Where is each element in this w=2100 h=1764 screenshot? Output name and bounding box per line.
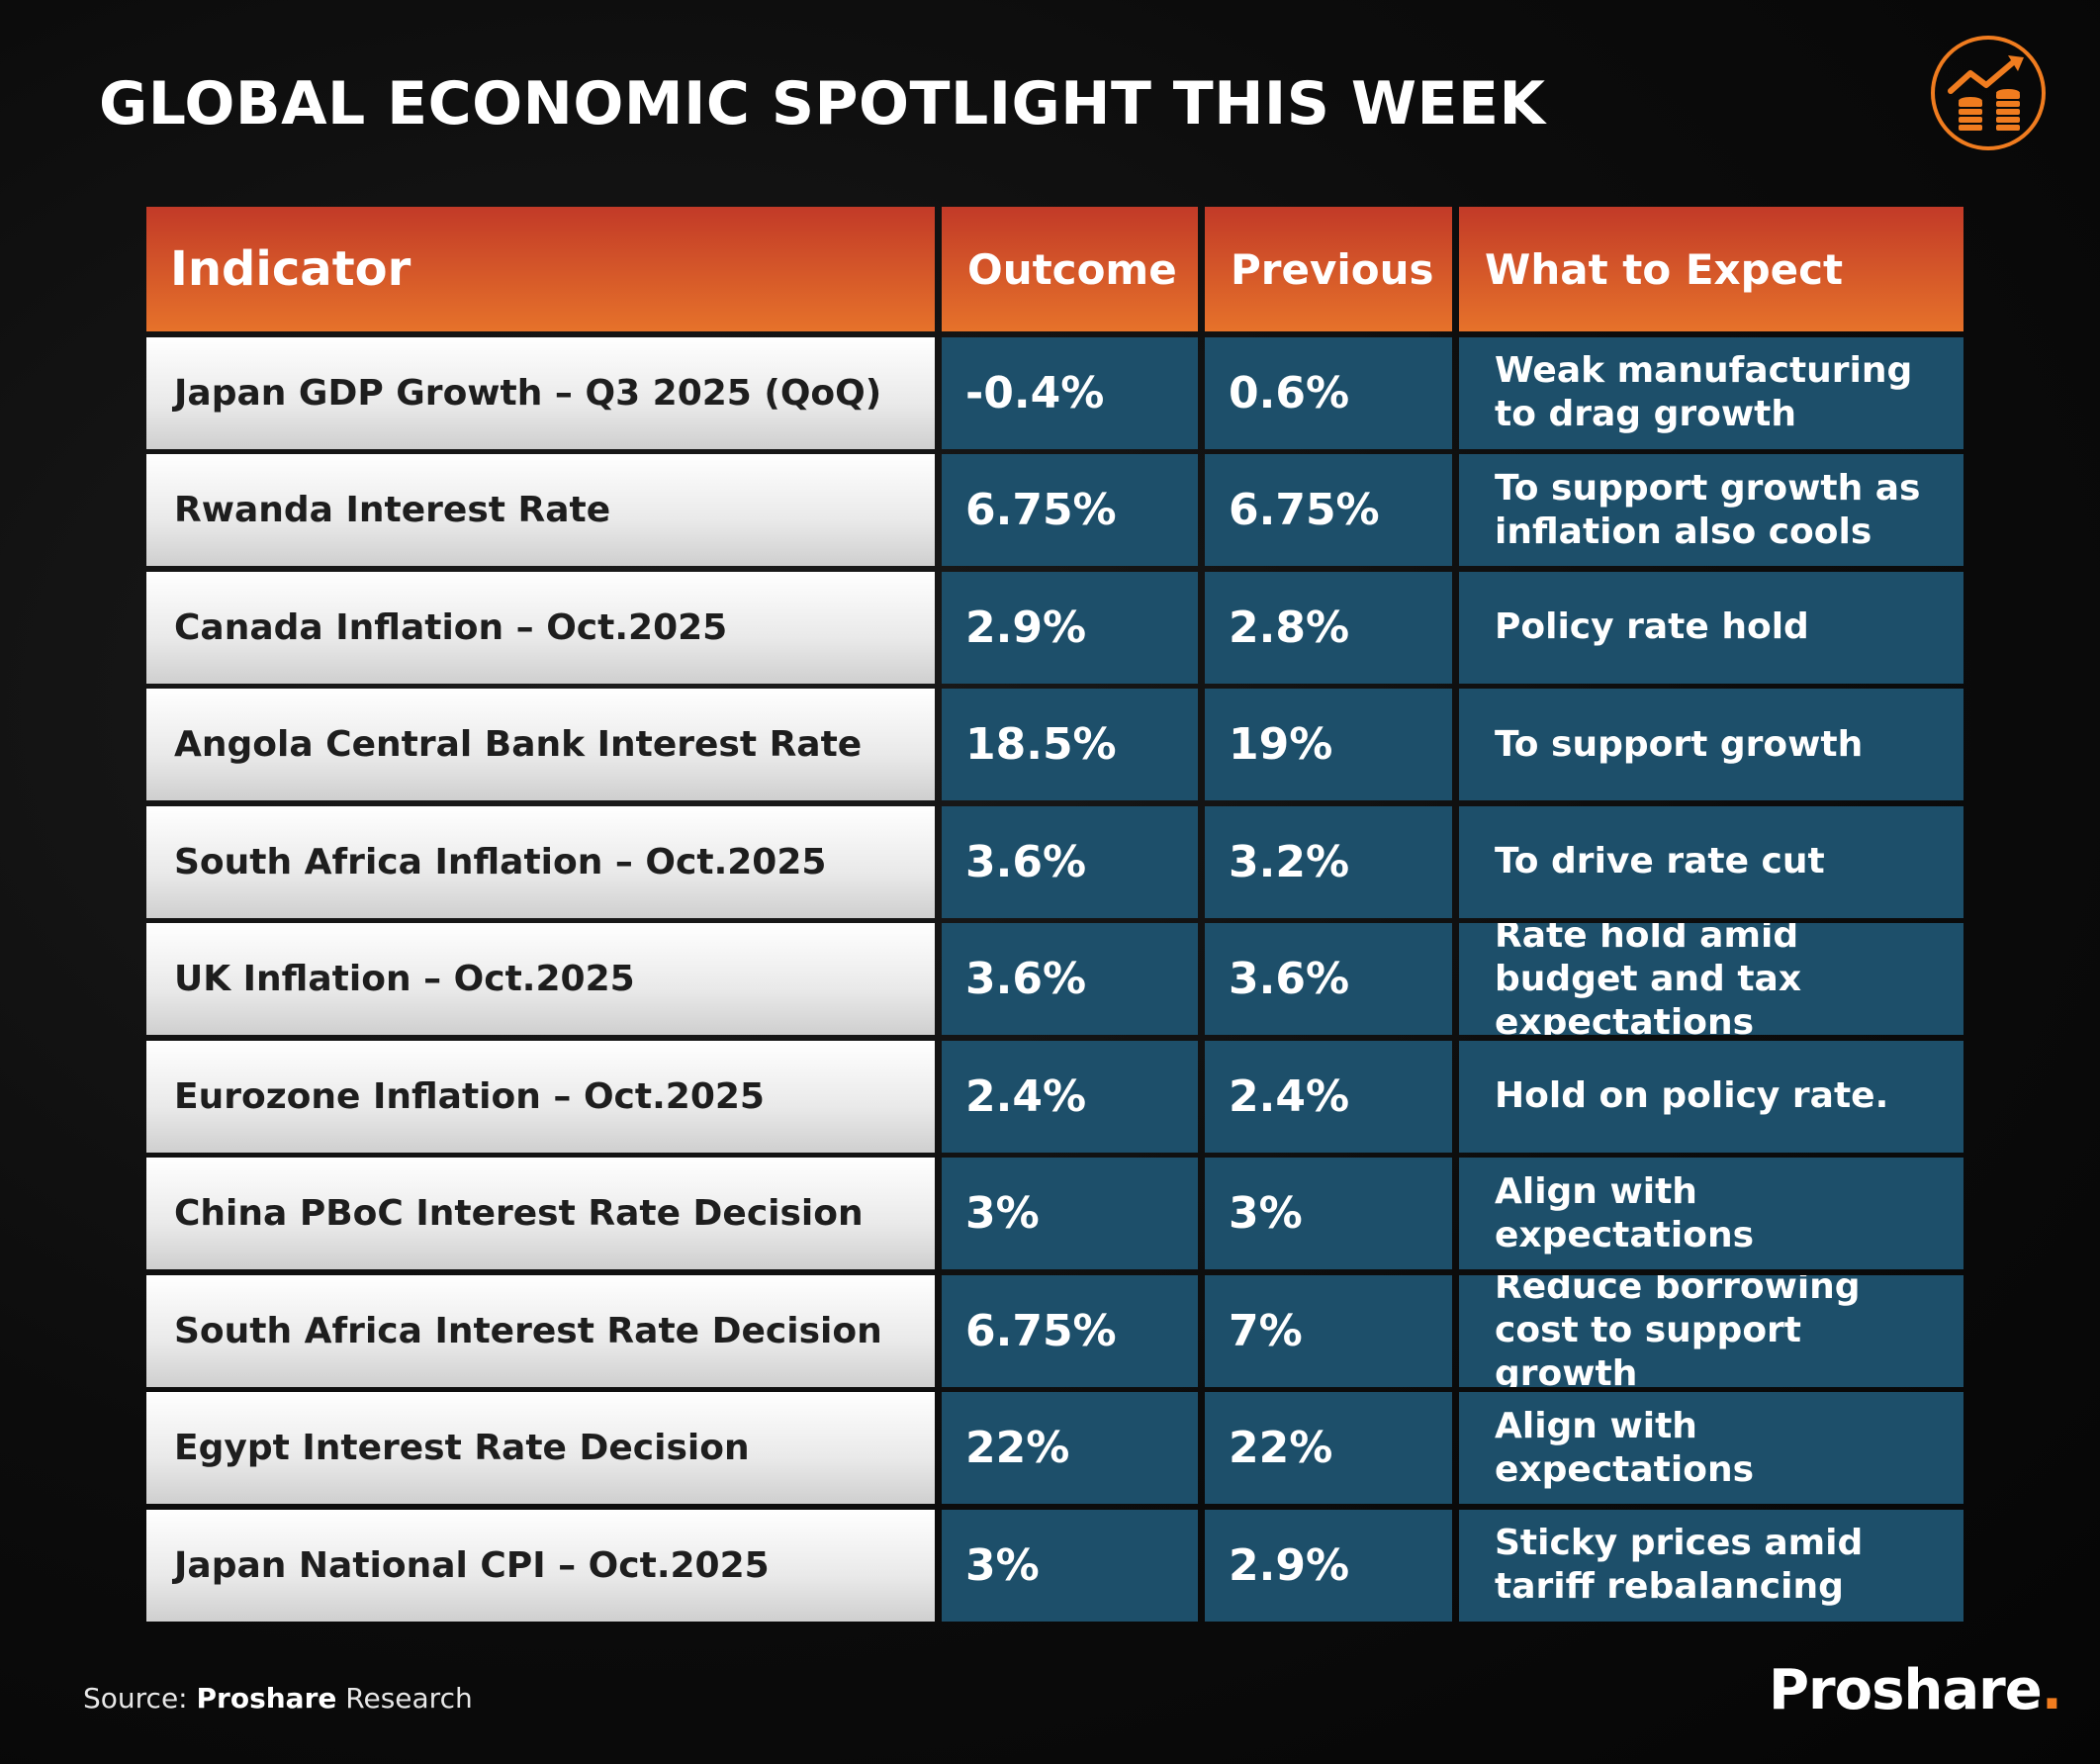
expectation-cell: Weak manufacturing to drag growth	[1459, 336, 1963, 449]
header-what-to-expect: What to Expect	[1459, 207, 1963, 331]
indicator-cell: South Africa Interest Rate Decision	[146, 1274, 935, 1387]
expectation-cell: Policy rate hold	[1459, 571, 1963, 684]
growth-chart-coins-icon	[1931, 36, 2046, 150]
brand-logo: Proshare.	[1769, 1658, 2062, 1722]
previous-cell: 3%	[1205, 1158, 1452, 1269]
previous-cell: 2.9%	[1205, 1509, 1452, 1622]
indicator-cell: Japan GDP Growth – Q3 2025 (QoQ)	[146, 336, 935, 449]
expectation-cell: Rate hold amid budget and tax expectatio…	[1459, 923, 1963, 1035]
expectation-cell: Reduce borrowing cost to support growth	[1459, 1274, 1963, 1387]
outcome-cell: 2.4%	[942, 1040, 1198, 1153]
source-suffix: Research	[345, 1682, 473, 1715]
outcome-cell: 3%	[942, 1158, 1198, 1269]
header-outcome: Outcome	[942, 207, 1198, 331]
outcome-cell: 3.6%	[942, 923, 1198, 1035]
previous-cell: 2.8%	[1205, 571, 1452, 684]
indicator-cell: Egypt Interest Rate Decision	[146, 1392, 935, 1504]
previous-cell: 19%	[1205, 689, 1452, 800]
indicator-cell: Japan National CPI – Oct.2025	[146, 1509, 935, 1622]
previous-cell: 3.6%	[1205, 923, 1452, 1035]
expectation-cell: Align with expectations	[1459, 1158, 1963, 1269]
previous-cell: 3.2%	[1205, 805, 1452, 918]
indicator-cell: UK Inflation – Oct.2025	[146, 923, 935, 1035]
expectation-cell: To support growth	[1459, 689, 1963, 800]
previous-cell: 7%	[1205, 1274, 1452, 1387]
outcome-cell: 3%	[942, 1509, 1198, 1622]
header-previous: Previous	[1205, 207, 1452, 331]
indicator-cell: Angola Central Bank Interest Rate	[146, 689, 935, 800]
outcome-cell: 18.5%	[942, 689, 1198, 800]
brand-dot: .	[2041, 1658, 2062, 1722]
indicator-cell: Rwanda Interest Rate	[146, 454, 935, 566]
expectation-cell: To drive rate cut	[1459, 805, 1963, 918]
indicator-cell: Canada Inflation – Oct.2025	[146, 571, 935, 684]
indicator-cell: China PBoC Interest Rate Decision	[146, 1158, 935, 1269]
outcome-cell: 22%	[942, 1392, 1198, 1504]
previous-cell: 6.75%	[1205, 454, 1452, 566]
expectation-cell: Hold on policy rate.	[1459, 1040, 1963, 1153]
source-prefix: Source:	[83, 1682, 188, 1715]
page-title: GLOBAL ECONOMIC SPOTLIGHT THIS WEEK	[99, 69, 1546, 139]
outcome-cell: 3.6%	[942, 805, 1198, 918]
header-indicator: Indicator	[146, 207, 935, 331]
previous-cell: 0.6%	[1205, 336, 1452, 449]
previous-cell: 2.4%	[1205, 1040, 1452, 1153]
previous-cell: 22%	[1205, 1392, 1452, 1504]
outcome-cell: 6.75%	[942, 1274, 1198, 1387]
expectation-cell: To support growth as inflation also cool…	[1459, 454, 1963, 566]
source-credit: Source: Proshare Research	[83, 1682, 473, 1715]
spotlight-table: Indicator Outcome Previous What to Expec…	[146, 207, 1963, 1622]
indicator-cell: South Africa Inflation – Oct.2025	[146, 805, 935, 918]
outcome-cell: -0.4%	[942, 336, 1198, 449]
expectation-cell: Align with expectations	[1459, 1392, 1963, 1504]
indicator-cell: Eurozone Inflation – Oct.2025	[146, 1040, 935, 1153]
outcome-cell: 6.75%	[942, 454, 1198, 566]
source-brand: Proshare	[196, 1682, 337, 1715]
outcome-cell: 2.9%	[942, 571, 1198, 684]
brand-name: Proshare	[1769, 1658, 2043, 1722]
expectation-cell: Sticky prices amid tariff rebalancing	[1459, 1509, 1963, 1622]
